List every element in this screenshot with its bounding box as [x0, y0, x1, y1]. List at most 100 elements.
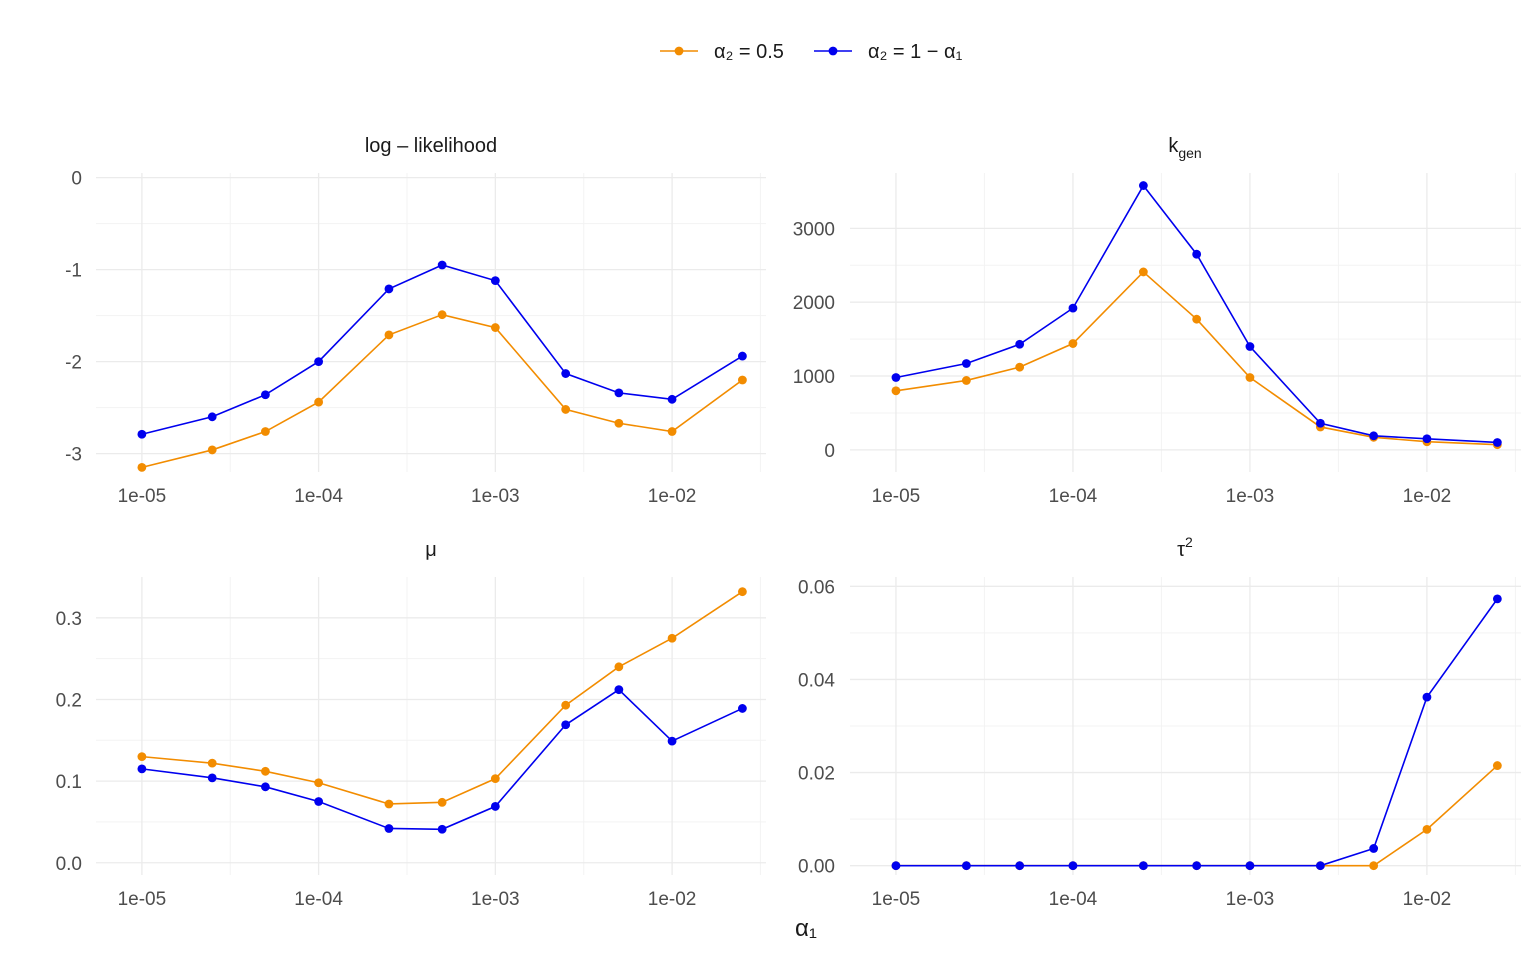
- data-point: [667, 427, 677, 436]
- data-point: [737, 375, 747, 385]
- data-point: [961, 861, 971, 871]
- y-tick-label: -3: [65, 445, 82, 466]
- data-point: [314, 797, 324, 806]
- data-point: [614, 388, 624, 398]
- data-point: [207, 758, 217, 768]
- panel-title: μ: [425, 539, 437, 561]
- series: [137, 685, 747, 834]
- data-point: [437, 797, 447, 807]
- data-point: [891, 861, 901, 871]
- x-tick-label: 1e-03: [1226, 486, 1275, 507]
- data-point: [1422, 692, 1432, 702]
- y-tick-label: 0.04: [798, 670, 835, 691]
- x-tick-label: 1e-02: [648, 486, 697, 507]
- data-point: [1015, 362, 1025, 372]
- y-tick-label: 0: [71, 169, 82, 190]
- data-point: [261, 427, 270, 436]
- data-point: [1315, 418, 1325, 428]
- data-point: [384, 330, 394, 340]
- panel: 0.0 0.1 0.2 0.3 1e-05 1e-04 1e-03 1e-02 μ: [56, 539, 766, 910]
- series: [891, 594, 1502, 871]
- data-point: [490, 774, 500, 784]
- legend-key-point: [828, 46, 838, 56]
- series-line: [895, 184, 1498, 444]
- data-point: [1492, 761, 1502, 770]
- data-point: [961, 359, 971, 368]
- y-tick-label: 3000: [793, 219, 835, 240]
- grid: [850, 173, 1521, 472]
- legend-label: α₂ = 1 − α₁: [868, 41, 963, 63]
- y-tick-label: -2: [65, 353, 82, 374]
- data-point: [891, 373, 901, 382]
- x-tick-label: 1e-02: [648, 889, 697, 910]
- panel: 0 -1 -2 -3 1e-05 1e-04 1e-03 1e-02 log – likelih…: [65, 135, 766, 507]
- series-line: [141, 688, 743, 831]
- series-line: [895, 598, 1499, 867]
- data-point: [1015, 339, 1025, 349]
- y-tick-label: 0.02: [798, 764, 835, 785]
- data-point: [1369, 431, 1379, 441]
- grid: [850, 577, 1521, 875]
- series-line: [141, 591, 743, 805]
- x-tick-label: 1e-03: [1226, 889, 1275, 910]
- x-tick-label: 1e-02: [1403, 486, 1452, 507]
- data-point: [261, 390, 270, 400]
- panels: 0 -1 -2 -3 1e-05 1e-04 1e-03 1e-02 log – likelih…: [56, 135, 1521, 910]
- data-point: [614, 662, 624, 672]
- data-point: [614, 418, 624, 428]
- x-tick-label: 1e-05: [872, 486, 921, 507]
- data-point: [314, 357, 324, 366]
- data-point: [891, 386, 901, 396]
- data-point: [614, 685, 624, 695]
- data-point: [1492, 594, 1502, 604]
- data-point: [1369, 861, 1379, 871]
- x-tick-label: 1e-04: [1049, 486, 1098, 507]
- series: [137, 310, 747, 472]
- grid: [96, 173, 766, 472]
- panel-title: τ2: [1177, 534, 1193, 561]
- y-tick-label: 0.0: [56, 854, 82, 875]
- data-point: [437, 260, 447, 270]
- data-point: [437, 824, 447, 834]
- data-point: [961, 376, 971, 385]
- data-point: [1245, 342, 1255, 351]
- data-point: [1192, 249, 1202, 259]
- data-point: [667, 394, 677, 404]
- data-point: [561, 369, 571, 378]
- data-point: [384, 284, 394, 294]
- data-point: [137, 764, 147, 774]
- data-point: [261, 766, 270, 776]
- y-tick-label: 0.06: [798, 577, 835, 598]
- data-point: [737, 587, 747, 597]
- data-point: [1245, 861, 1255, 871]
- data-point: [561, 720, 571, 730]
- y-tick-label: -1: [65, 261, 82, 282]
- x-tick-label: 1e-03: [471, 889, 520, 910]
- panel-title-superscript: 2: [1185, 534, 1193, 550]
- data-point: [207, 412, 217, 422]
- data-point: [1068, 339, 1078, 348]
- series: [891, 181, 1502, 447]
- y-tick-label: 0.00: [798, 857, 835, 878]
- data-point: [1068, 303, 1078, 313]
- data-point: [1422, 824, 1432, 834]
- y-tick-label: 0.2: [56, 690, 82, 711]
- legend-item: α₂ = 0.5: [660, 41, 784, 63]
- data-point: [314, 778, 324, 788]
- data-point: [384, 824, 394, 833]
- data-point: [1015, 861, 1025, 871]
- grid: [96, 577, 766, 875]
- x-tick-label: 1e-03: [471, 486, 520, 507]
- legend: α₂ = 0.5 α₂ = 1 − α₁: [660, 41, 963, 63]
- data-point: [667, 633, 677, 643]
- y-tick-label: 0.3: [56, 609, 82, 630]
- data-point: [490, 323, 500, 332]
- x-axis-title: α₁: [795, 915, 817, 942]
- series-line: [895, 270, 1498, 446]
- series: [891, 761, 1502, 871]
- data-point: [1068, 861, 1078, 871]
- x-tick-label: 1e-04: [294, 889, 343, 910]
- data-point: [1138, 267, 1148, 277]
- data-point: [384, 799, 394, 809]
- data-point: [207, 445, 217, 455]
